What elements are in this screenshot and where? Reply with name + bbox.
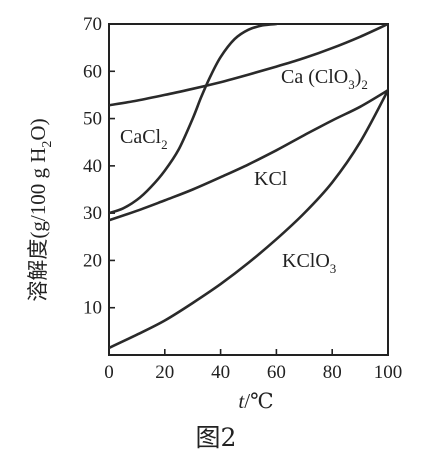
x-axis-title-var: t xyxy=(238,389,245,413)
y-tick-label: 60 xyxy=(83,61,102,82)
y-tick-label: 30 xyxy=(83,203,102,224)
series-line-ca-clo3-2 xyxy=(109,24,388,107)
series-line-cacl2 xyxy=(109,24,278,215)
series-label-kclo3: KClO3 xyxy=(282,250,336,276)
x-tick-label: 100 xyxy=(374,362,403,383)
series-label-ca-clo3-2: Ca (ClO3)2 xyxy=(281,66,368,92)
x-tick-label: 0 xyxy=(104,362,114,383)
x-tick-label: 40 xyxy=(211,362,230,383)
series-label-kcl: KCl xyxy=(254,168,288,190)
x-tick-label: 60 xyxy=(267,362,286,383)
y-axis-title-suffix: O) xyxy=(26,118,50,140)
y-axis-title-sub: 2 xyxy=(40,141,55,148)
y-tick-label: 10 xyxy=(83,298,102,319)
y-tick-label: 40 xyxy=(83,156,102,177)
x-axis-title-unit: /℃ xyxy=(244,389,273,413)
plot-area: 0 20 40 60 80 100 10 20 30 40 50 60 70 Ca (ClO3)2 CaCl… xyxy=(83,14,402,383)
y-tick-label: 50 xyxy=(83,109,102,130)
series-label-cacl2: CaCl2 xyxy=(120,126,168,152)
x-axis-title: t/℃ xyxy=(238,389,273,413)
svg-text:溶解度(g/100 g H2O): 溶解度(g/100 g H2O) xyxy=(26,118,55,301)
y-tick-label: 70 xyxy=(83,14,102,35)
series-line-kcl xyxy=(109,88,388,222)
y-axis-title: 溶解度(g/100 g H2O) xyxy=(26,118,55,301)
figure-caption: 图2 xyxy=(196,423,237,452)
plot-frame xyxy=(108,23,389,356)
y-axis-title-main: 溶解度(g/100 g H xyxy=(26,148,50,302)
x-tick-label: 80 xyxy=(323,362,342,383)
series-line-kclo3 xyxy=(109,88,388,350)
y-tick-label: 20 xyxy=(83,250,102,271)
x-tick-label: 20 xyxy=(155,362,174,383)
